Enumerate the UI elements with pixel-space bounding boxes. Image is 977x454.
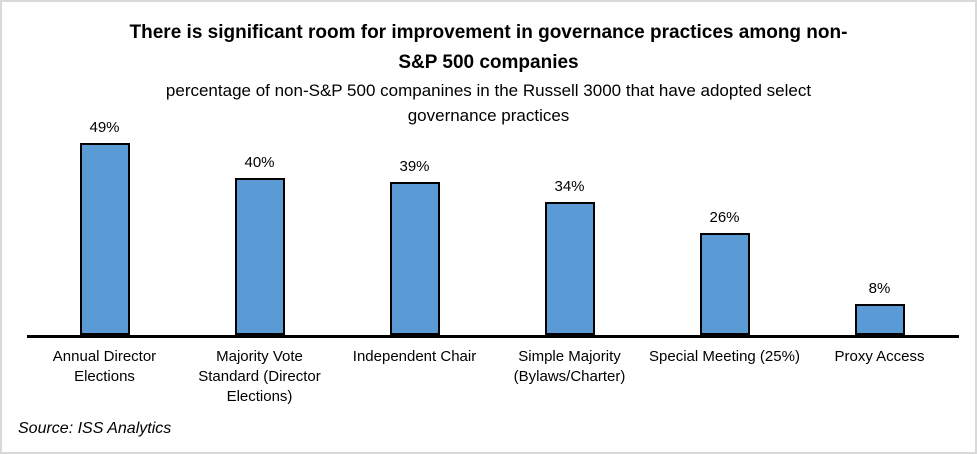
bar (234, 178, 285, 335)
bar-value-label: 49% (89, 119, 120, 136)
plot-area: 49% 40% 39% 34% 26% 8% (27, 115, 957, 335)
category-label: Simple Majority (Bylaws/Charter) (513, 348, 626, 385)
x-axis-line (27, 335, 959, 338)
bar-column: 40% (182, 115, 337, 335)
source-note: Source: ISS Analytics (18, 420, 172, 437)
category-label: Independent Chair (352, 348, 477, 365)
chart-subtitle: percentage of non-S&P 500 companines in … (165, 81, 812, 125)
bar-value-label: 39% (399, 158, 430, 175)
category-label: Annual Director Elections (52, 348, 157, 385)
bar (389, 182, 440, 335)
bar (544, 202, 595, 335)
bar-column: 34% (492, 115, 647, 335)
bar-column: 8% (802, 115, 957, 335)
bar-value-label: 26% (709, 209, 740, 226)
bar-value-label: 34% (554, 178, 585, 195)
bar-column: 39% (337, 115, 492, 335)
category-label: Proxy Access (834, 348, 925, 365)
bar (854, 304, 905, 335)
category-label: Majority Vote Standard (Director Electio… (198, 348, 321, 405)
chart-title: There is significant room for improvemen… (129, 22, 848, 73)
category-label: Special Meeting (25%) (649, 348, 800, 365)
bar-value-label: 40% (244, 154, 275, 171)
bar (699, 233, 750, 335)
bar-column: 49% (27, 115, 182, 335)
bar-value-label: 8% (868, 280, 891, 297)
bars-row: 49% 40% 39% 34% 26% 8% (27, 115, 957, 335)
bar-column: 26% (647, 115, 802, 335)
bar (79, 143, 130, 335)
category-labels-row: Annual Director Elections Majority Vote S… (27, 347, 957, 407)
